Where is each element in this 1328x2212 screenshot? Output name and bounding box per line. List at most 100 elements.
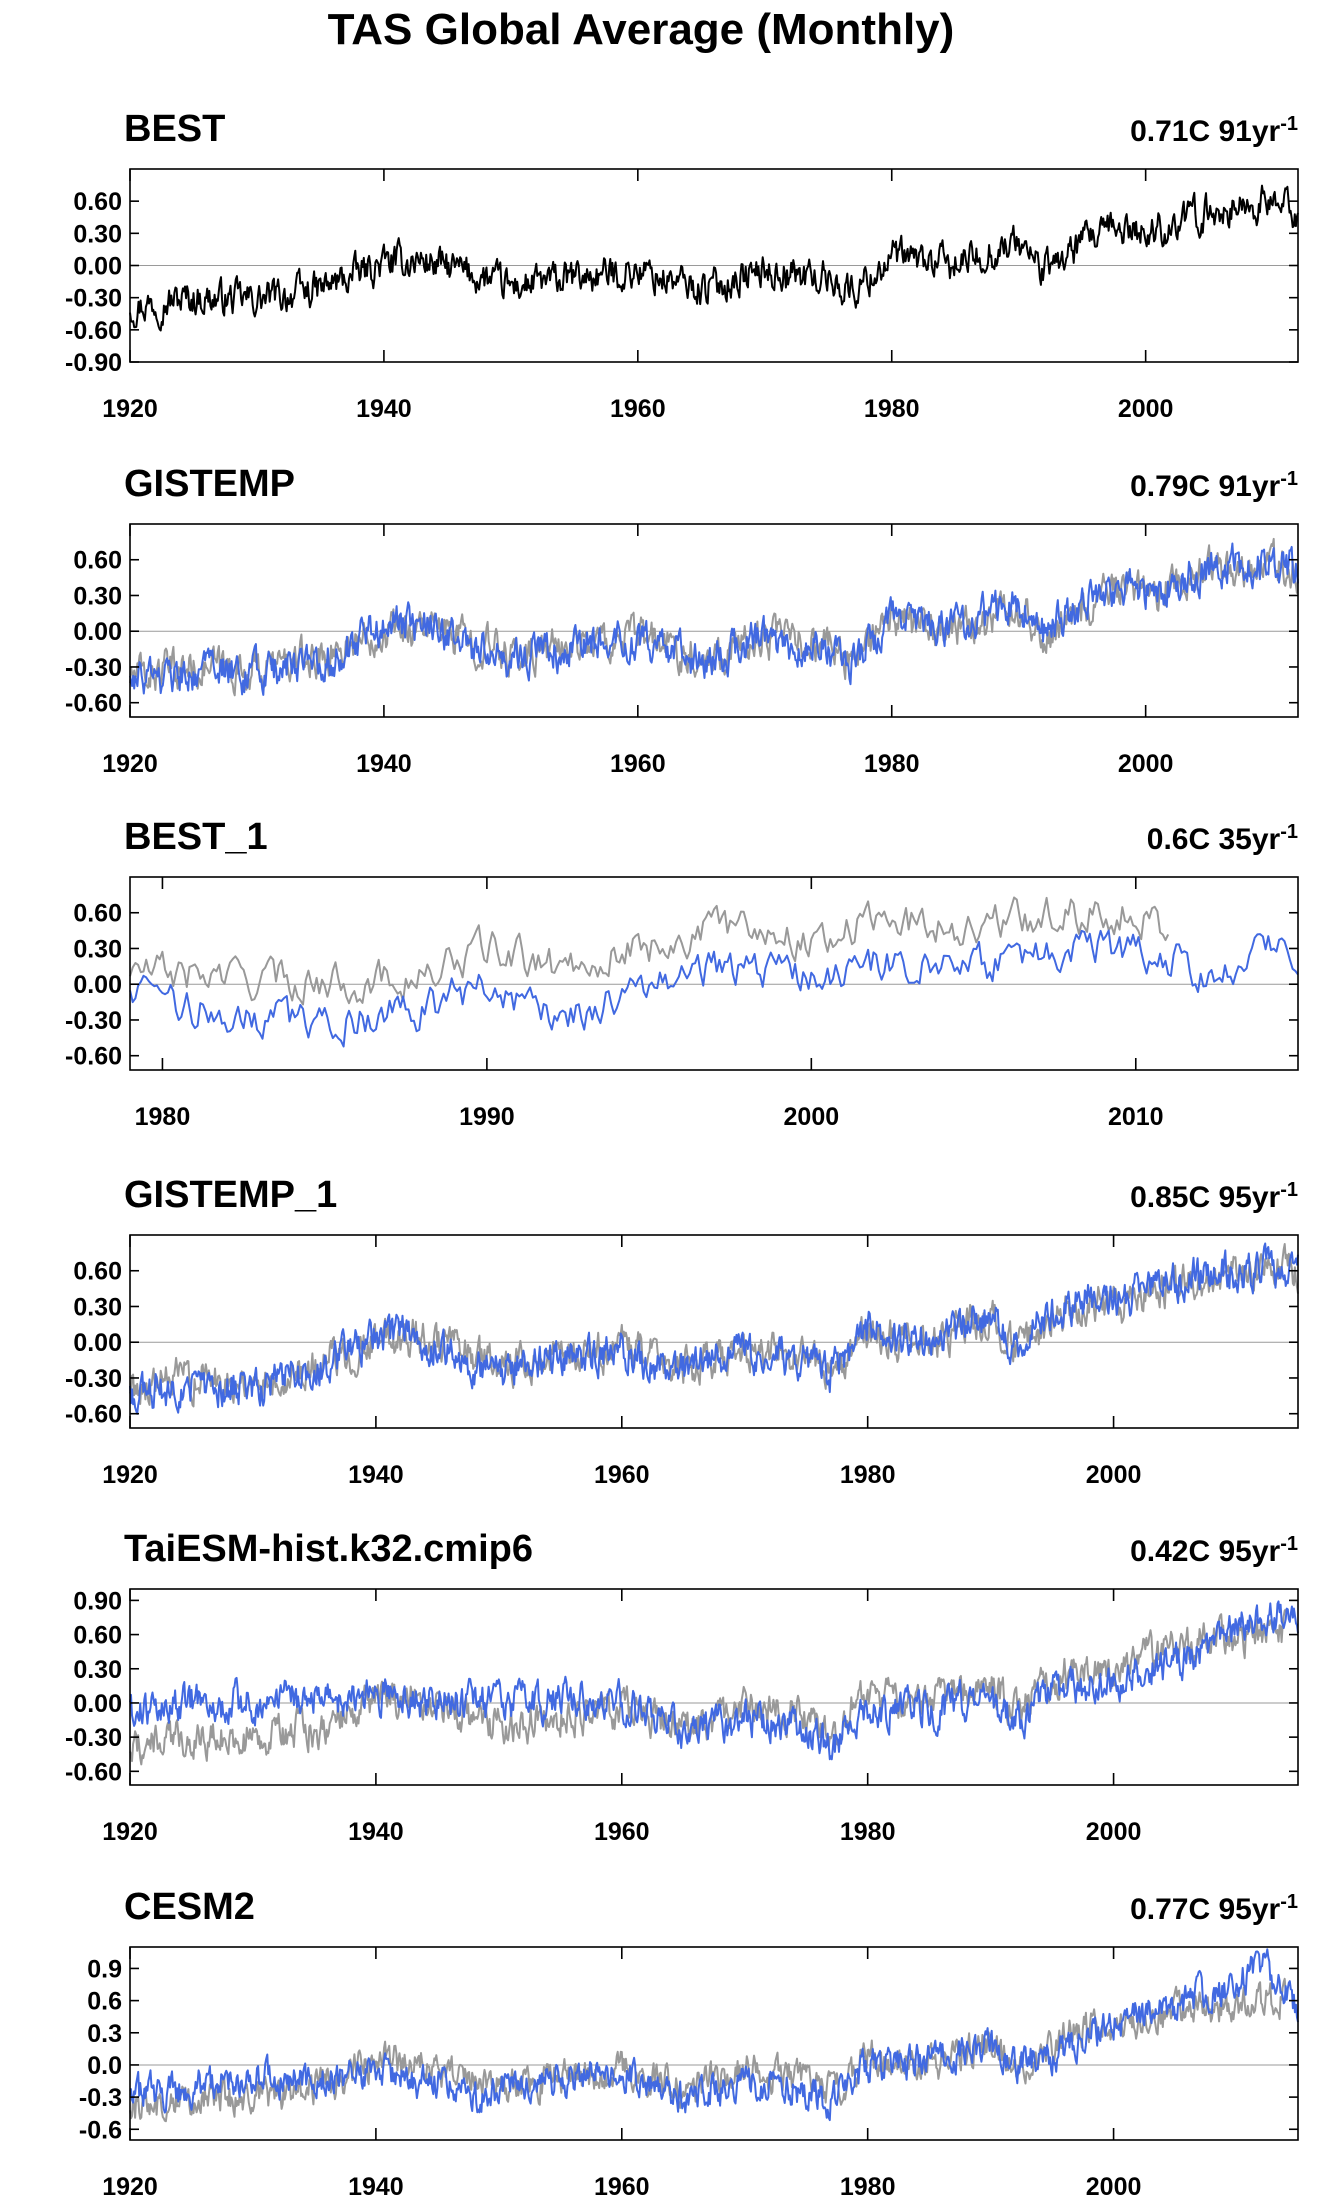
x-tick-label: 1980 [864,750,920,778]
x-tick-label: 1980 [840,2173,896,2201]
y-tick-label: 0.00 [73,253,122,281]
series-line-reference [129,537,1299,697]
x-tick-label: 2000 [1086,2173,1142,2201]
x-tick-label: 1960 [610,750,666,778]
trend-exponent: -1 [1280,113,1298,135]
chart-panel: GISTEMP_1 0.85C 95yr-1 0.60 0.30 0.00 -0.30 -0… [65,1174,1299,1489]
figure-title: TAS Global Average (Monthly) [328,5,955,54]
y-tick-label: 0.60 [73,547,122,575]
chart-panel: GISTEMP 0.79C 91yr-1 0.60 0.30 0.00 -0.30 -0.6… [65,463,1299,778]
series-line-observed [129,184,1299,332]
y-tick-label: -0.30 [65,1007,122,1035]
y-tick-label: -0.30 [65,285,122,313]
trend-value: 0.85C 95yr [1130,1181,1280,1214]
trend-exponent: -1 [1280,1179,1298,1201]
series-line-model [129,929,1299,1048]
chart-panels: BEST 0.71C 91yr-10.600.300.00-0.30-0.60-0… [65,108,1299,2201]
y-tick-label: 0.00 [73,1690,122,1718]
panel-trend-label: 0.85C 95yr-1 [1130,1179,1298,1214]
y-tick-label: -0.90 [65,349,122,377]
y-tick-label: 0.9 [87,1955,122,1983]
x-tick-label: 2000 [784,1103,840,1131]
series-line-model [129,1948,1299,2122]
x-tick-label: 1940 [348,2173,404,2201]
x-tick-label: 2000 [1118,750,1174,778]
y-tick-label: -0.60 [65,690,122,718]
y-tick-label: -0.60 [65,317,122,345]
x-tick-label: 1940 [348,1461,404,1489]
y-tick-label: 0.30 [73,1293,122,1321]
x-tick-label: 1960 [610,395,666,423]
chart-panel: BEST 0.71C 91yr-1 0.60 0.30 0.00 -0.30 -0.60 -0… [65,108,1299,423]
y-tick-label: -0.30 [65,1724,122,1752]
y-tick-label: 0.3 [87,2020,122,2048]
x-tick-label: 1920 [102,1818,158,1846]
x-tick-label: 1980 [840,1461,896,1489]
panel-trend-label: 0.6C 35yr-1 [1147,821,1298,856]
plot-frame [129,523,1299,718]
x-tick-label: 1920 [102,2173,158,2201]
x-tick-label: 1960 [594,2173,650,2201]
y-tick-label: 0.6 [87,1988,122,2016]
x-tick-label: 1980 [840,1818,896,1846]
chart-panel: CESM2 0.77C 95yr-1 0.9 0.6 0.3 0.0 -0.3 -0.6 192… [79,1886,1299,2201]
series-line-reference [129,1243,1299,1408]
x-tick-label: 1980 [135,1103,191,1131]
series-line-model [129,542,1299,696]
series-line-model [129,1600,1299,1761]
trend-exponent: -1 [1280,1533,1298,1555]
y-tick-label: -0.60 [65,1401,122,1429]
x-tick-label: 2010 [1108,1103,1164,1131]
trend-value: 0.79C 91yr [1130,470,1280,503]
y-tick-label: -0.6 [79,2116,122,2144]
y-tick-label: 0.30 [73,935,122,963]
y-tick-label: 0.0 [87,2052,122,2080]
y-tick-label: -0.60 [65,1758,122,1786]
trend-value: 0.71C 91yr [1130,115,1280,148]
plot-frame [129,1946,1299,2141]
y-tick-label: -0.30 [65,1365,122,1393]
series-line-reference [129,896,1170,1006]
panel-title: GISTEMP [124,463,295,505]
y-tick-label: 0.00 [73,1329,122,1357]
y-tick-label: 0.30 [73,1656,122,1684]
y-tick-label: 0.00 [73,618,122,646]
x-tick-label: 1920 [102,1461,158,1489]
x-tick-label: 1960 [594,1461,650,1489]
y-tick-label: -0.30 [65,654,122,682]
y-tick-label: -0.60 [65,1043,122,1071]
y-tick-label: 0.30 [73,582,122,610]
panel-title: BEST [124,108,225,150]
trend-exponent: -1 [1280,468,1298,490]
y-tick-label: -0.3 [79,2084,122,2112]
panel-title: TaiESM-hist.k32.cmip6 [124,1528,533,1570]
x-tick-label: 1960 [594,1818,650,1846]
plot-frame [129,876,1299,1071]
y-tick-label: 0.60 [73,188,122,216]
x-tick-label: 1940 [356,750,412,778]
x-tick-label: 1990 [459,1103,515,1131]
y-tick-label: 0.90 [73,1587,122,1615]
chart-panel: TaiESM-hist.k32.cmip6 0.42C 95yr-1 0.90 0.6… [65,1528,1299,1846]
trend-value: 0.42C 95yr [1130,1535,1280,1568]
panel-trend-label: 0.79C 91yr-1 [1130,468,1298,503]
y-tick-label: 0.60 [73,1258,122,1286]
chart-panel: BEST_1 0.6C 35yr-1 0.60 0.30 0.00 -0.30 -0.60 1… [65,816,1299,1131]
x-tick-label: 2000 [1086,1461,1142,1489]
panel-title: GISTEMP_1 [124,1174,337,1216]
y-tick-label: 0.00 [73,971,122,999]
series-line-reference [129,1977,1287,2123]
trend-value: 0.77C 95yr [1130,1893,1280,1926]
x-tick-label: 1940 [348,1818,404,1846]
x-tick-label: 1980 [864,395,920,423]
panel-title: CESM2 [124,1886,255,1928]
x-tick-label: 1940 [356,395,412,423]
panel-title: BEST_1 [124,816,268,858]
x-tick-label: 2000 [1118,395,1174,423]
y-tick-label: 0.60 [73,1622,122,1650]
trend-value: 0.6C 35yr [1147,823,1281,856]
plot-frame [129,1588,1299,1786]
y-tick-label: 0.30 [73,220,122,248]
panel-trend-label: 0.42C 95yr-1 [1130,1533,1298,1568]
